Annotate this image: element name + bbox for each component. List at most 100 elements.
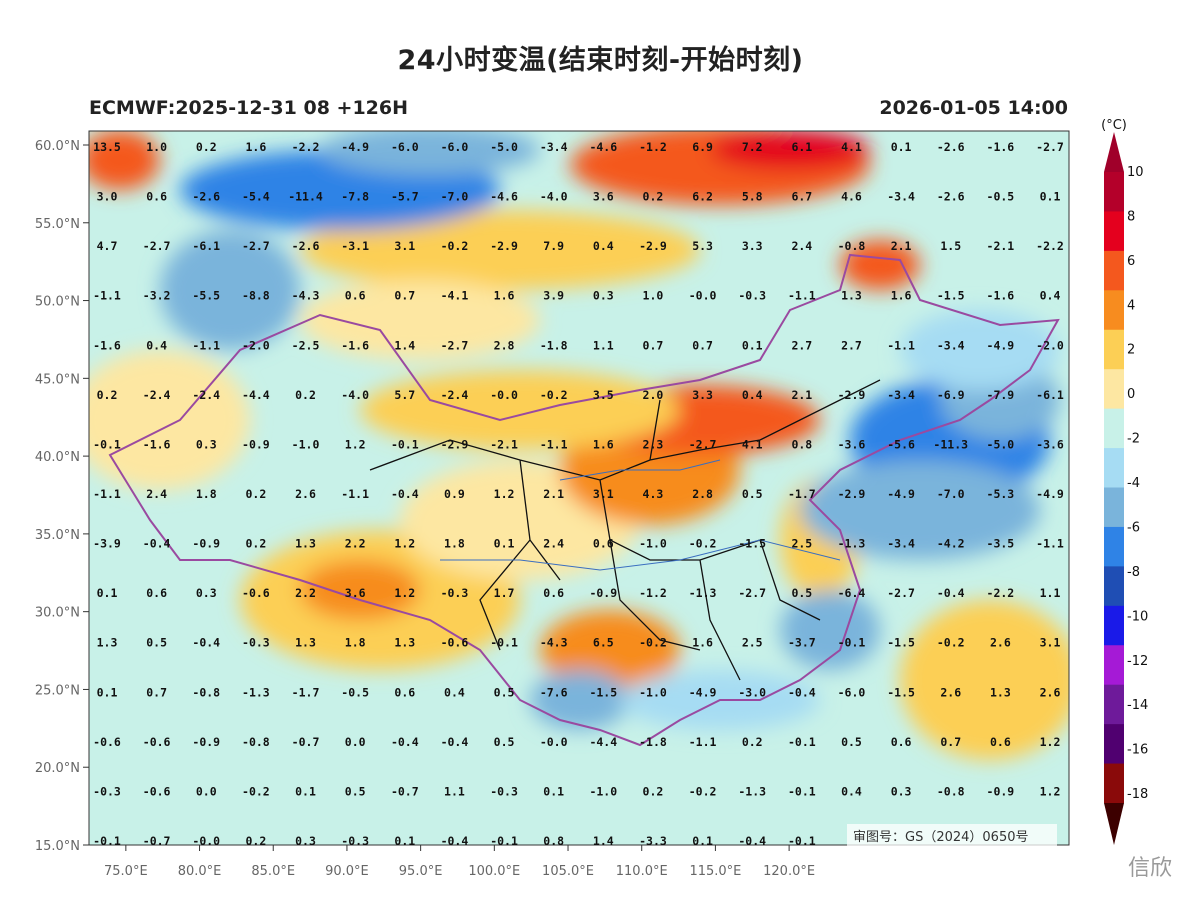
colorbar-top-cap — [1104, 132, 1124, 172]
grid-value: -1.5 — [887, 685, 915, 699]
grid-value: 0.6 — [891, 735, 912, 749]
grid-value: -1.6 — [341, 338, 369, 352]
grid-value: 1.2 — [494, 487, 515, 501]
colorbar-segment — [1104, 605, 1124, 646]
grid-value: 0.2 — [246, 487, 267, 501]
grid-value: 1.6 — [593, 437, 614, 451]
boundary-lines — [108, 253, 1060, 747]
grid-value: -3.4 — [887, 537, 915, 551]
grid-value: -0.7 — [143, 834, 171, 848]
grid-value: -0.4 — [738, 834, 766, 848]
grid-value: 0.0 — [196, 784, 217, 798]
grid-value: -2.9 — [639, 239, 667, 253]
grid-value: -0.0 — [192, 834, 220, 848]
grid-value: -1.5 — [937, 289, 965, 303]
grid-value: -1.3 — [738, 784, 766, 798]
grid-value: -4.9 — [1036, 487, 1064, 501]
grid-value: 2.4 — [146, 487, 167, 501]
grid-value: 1.2 — [394, 537, 415, 551]
grid-value: 0.6 — [593, 537, 614, 551]
grid-value: 0.4 — [742, 388, 763, 402]
grid-value: 1.1 — [1040, 586, 1061, 600]
grid-value: -0.6 — [441, 636, 469, 650]
grid-value: -0.1 — [788, 784, 816, 798]
grid-value: -0.4 — [192, 636, 220, 650]
grid-value: -0.1 — [490, 834, 518, 848]
colorbar-label: 6 — [1127, 254, 1135, 269]
grid-value: 3.6 — [345, 586, 366, 600]
grid-value: -3.5 — [987, 537, 1015, 551]
grid-value: 0.5 — [742, 487, 763, 501]
grid-value: -2.9 — [838, 487, 866, 501]
grid-value: 0.1 — [1040, 190, 1061, 204]
grid-value: 1.5 — [940, 239, 961, 253]
grid-value: -3.0 — [738, 685, 766, 699]
grid-value: -0.1 — [93, 437, 121, 451]
grid-value: 0.2 — [97, 388, 118, 402]
lon-tick-label: 120.0°E — [763, 864, 815, 879]
lon-tick-label: 105.0°E — [542, 864, 594, 879]
grid-value: 1.3 — [295, 537, 316, 551]
colorbar-segment — [1104, 290, 1124, 331]
grid-value: 0.2 — [246, 834, 267, 848]
grid-value: -0.4 — [143, 537, 171, 551]
grid-value: 1.6 — [494, 289, 515, 303]
grid-value: 1.3 — [97, 636, 118, 650]
grid-value: 0.9 — [444, 487, 465, 501]
colorbar-segment — [1104, 526, 1124, 567]
grid-value: -2.2 — [987, 586, 1015, 600]
grid-value: -1.1 — [689, 735, 717, 749]
grid-value: 2.7 — [791, 338, 812, 352]
grid-value: -2.7 — [738, 586, 766, 600]
grid-value: -2.4 — [441, 388, 469, 402]
grid-value: -0.0 — [490, 388, 518, 402]
grid-value: -0.6 — [93, 735, 121, 749]
grid-value: 1.3 — [295, 636, 316, 650]
grid-value: -2.0 — [242, 338, 270, 352]
grid-value: 2.6 — [295, 487, 316, 501]
lat-tick-label: 15.0°N — [35, 839, 80, 854]
grid-value: 3.3 — [692, 388, 713, 402]
grid-value: 0.7 — [394, 289, 415, 303]
grid-value: -3.4 — [937, 338, 965, 352]
grid-value: -5.3 — [987, 487, 1015, 501]
source-overlay-text: 信欣 — [1128, 856, 1173, 881]
lat-tick-label: 45.0°N — [35, 372, 80, 387]
grid-value: -0.2 — [689, 537, 717, 551]
colorbar-unit: (°C) — [1101, 118, 1127, 133]
grid-value: -0.8 — [242, 735, 270, 749]
map-frame — [88, 130, 1070, 846]
grid-value: -6.1 — [192, 239, 220, 253]
grid-value: 5.3 — [692, 239, 713, 253]
grid-value: -2.6 — [937, 190, 965, 204]
lon-tick-label: 110.0°E — [616, 864, 668, 879]
grid-value: 0.3 — [196, 437, 217, 451]
grid-value: 0.8 — [543, 834, 564, 848]
grid-value: -1.1 — [540, 437, 568, 451]
grid-value: -1.7 — [788, 487, 816, 501]
grid-value: 2.1 — [543, 487, 564, 501]
grid-value: 6.7 — [791, 190, 812, 204]
grid-value: -2.7 — [242, 239, 270, 253]
grid-value: -3.1 — [341, 239, 369, 253]
grid-value: 6.5 — [593, 636, 614, 650]
grid-value: 0.3 — [196, 586, 217, 600]
grid-value: -8.8 — [242, 289, 270, 303]
grid-value: -0.4 — [937, 586, 965, 600]
colorbar-label: -12 — [1127, 654, 1148, 669]
grid-value: 0.5 — [345, 784, 366, 798]
grid-value: -6.4 — [838, 586, 866, 600]
colorbar-segment — [1104, 763, 1124, 804]
colorbar-label: -4 — [1127, 476, 1140, 491]
grid-value: -0.1 — [788, 735, 816, 749]
colorbar-label: -2 — [1127, 432, 1140, 447]
grid-value: -0.9 — [192, 735, 220, 749]
grid-value: -2.9 — [490, 239, 518, 253]
grid-value: -0.1 — [391, 437, 419, 451]
grid-value: 3.5 — [593, 388, 614, 402]
grid-value: -2.5 — [292, 338, 320, 352]
grid-value: 3.1 — [394, 239, 415, 253]
grid-value: 0.4 — [593, 239, 614, 253]
grid-value: -0.5 — [987, 190, 1015, 204]
